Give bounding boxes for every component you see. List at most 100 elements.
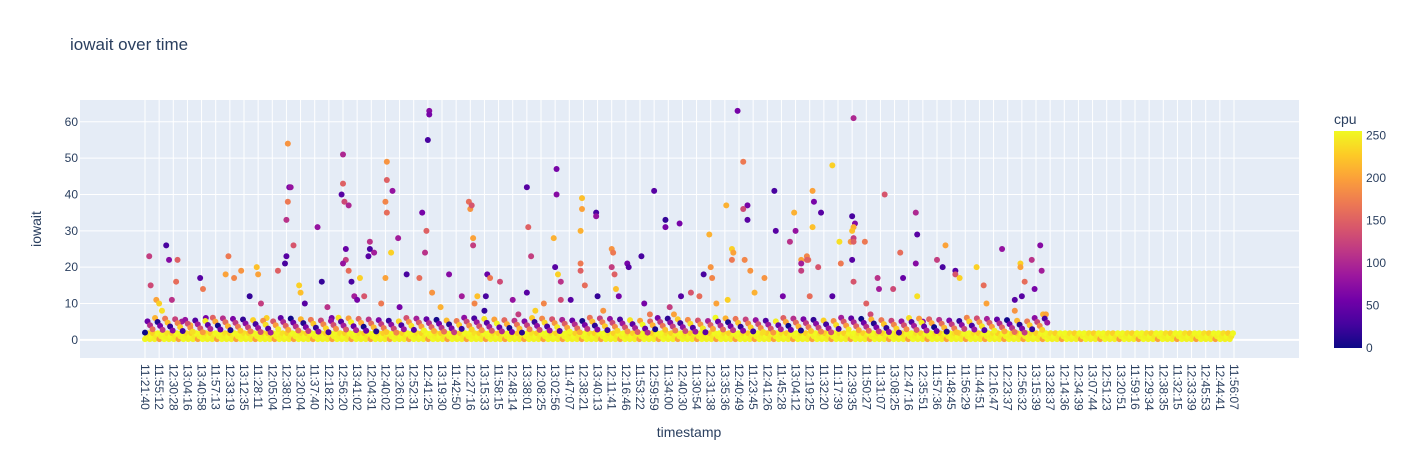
data-point [481,307,488,314]
data-point [482,293,489,300]
data-point [837,260,844,267]
x-tick-label: 12:04:31 [364,364,378,411]
data-point [608,264,615,271]
data-point [700,271,707,278]
data-point [166,256,173,263]
gridlines [80,100,1299,358]
data-point [222,271,229,278]
data-point [798,260,805,267]
data-point [356,275,363,282]
x-tick-label: 11:44:51 [972,364,986,410]
x-tick-label: 12:48:14 [506,364,520,411]
x-tick-label: 11:28:11 [251,364,265,409]
data-point [952,271,959,278]
x-tick-label: 13:15:39 [1029,364,1043,411]
data-point [325,329,332,336]
data-point [999,245,1006,252]
y-tick-label: 20 [65,260,79,274]
data-point [1021,278,1028,285]
x-tick-label: 13:20:51 [1114,364,1128,411]
y-tick-label: 10 [65,296,79,310]
data-point [554,271,561,278]
data-point [509,296,516,303]
x-tick-label: 13:12:35 [237,364,251,411]
data-point [1044,319,1051,326]
data-point [267,329,274,336]
data-point [1018,293,1025,300]
data-point [525,224,532,231]
data-point [168,296,175,303]
data-point [803,256,810,263]
data-point [225,253,232,260]
data-point [378,300,385,307]
data-point [696,293,703,300]
data-point [593,213,600,220]
data-point [1029,326,1036,333]
data-point [865,327,872,334]
data-point [536,326,543,333]
data-point [282,260,289,267]
data-point [274,267,281,274]
data-point [567,296,574,303]
x-tick-label: 13:38:01 [520,364,534,411]
data-point [345,202,352,209]
data-point [158,307,165,314]
data-point [257,300,264,307]
data-point [437,304,444,311]
x-tick-label: 11:58:15 [492,364,506,410]
x-tick-label: 11:57:13 [209,364,223,410]
data-point [340,180,346,187]
data-point [849,256,856,263]
data-point [393,329,400,336]
data-point [611,271,618,278]
data-point [566,328,573,335]
data-point [730,249,737,256]
x-tick-label: 11:42:50 [449,364,463,410]
data-point [283,216,290,223]
data-point [876,285,883,292]
data-point [498,328,505,335]
colorbar-tick-label: 50 [1366,298,1380,312]
data-point [553,166,560,173]
data-point [604,327,611,334]
data-point [297,289,304,296]
data-point [365,253,372,260]
x-tick-label: 12:44:41 [1213,364,1227,411]
data-point [382,198,389,205]
data-point [792,227,799,234]
data-point [724,296,731,303]
x-tick-label: 13:07:44 [1086,364,1100,411]
colorbar-ticks: 0 50 100 150 200 250 [1366,128,1386,355]
data-point [552,264,559,271]
data-point [692,328,699,335]
data-point [614,327,621,334]
x-tick-label: 12:45:53 [1199,364,1213,411]
data-point [953,329,960,336]
x-tick-label: 12:16:47 [987,364,1001,411]
data-point [340,151,346,158]
x-tick-label: 12:05:04 [265,364,279,411]
data-point [147,282,154,289]
data-point [429,289,436,296]
data-point [284,198,291,205]
x-tick-label: 11:53:22 [633,364,647,410]
data-point [818,209,825,216]
x-tick-label: 13:08:25 [888,364,902,411]
data-point [809,187,816,194]
data-point [257,328,264,335]
data-point [1230,330,1236,337]
data-point [199,285,206,292]
y-axis-ticks: 0 10 20 30 40 50 60 [65,115,79,347]
data-point [934,256,940,263]
data-point [577,260,584,267]
x-tick-label: 12:29:34 [1142,364,1156,411]
data-point [338,191,345,198]
data-point [744,202,751,209]
data-point [662,216,669,223]
data-point [829,162,836,169]
data-point [383,176,390,183]
data-point [550,235,557,242]
data-point [777,326,784,333]
data-point [810,198,817,205]
colorbar-tick-label: 0 [1366,341,1373,355]
